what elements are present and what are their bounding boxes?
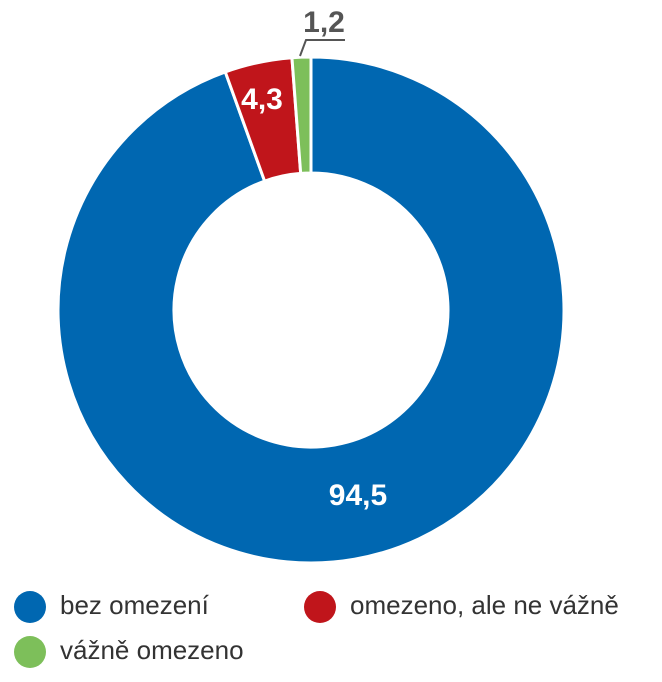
slice xyxy=(56,55,566,565)
slices xyxy=(56,55,566,565)
leader-line xyxy=(299,39,345,57)
legend-marker xyxy=(304,591,336,623)
value-label: 94,5 xyxy=(329,479,387,512)
legend-label: omezeno, ale ne vážně xyxy=(350,590,619,620)
value-label: 1,2 xyxy=(303,6,345,39)
legend-label: bez omezení xyxy=(60,590,210,620)
legend: bez omezení omezeno, ale ne vážně vážně om… xyxy=(14,590,619,668)
value-label: 4,3 xyxy=(241,83,283,116)
value-labels: 94,5 4,3 1,2 xyxy=(241,6,387,512)
legend-label: vážně omezeno xyxy=(60,635,244,665)
legend-marker xyxy=(14,591,46,623)
legend-marker xyxy=(14,636,46,668)
slice xyxy=(290,55,313,175)
